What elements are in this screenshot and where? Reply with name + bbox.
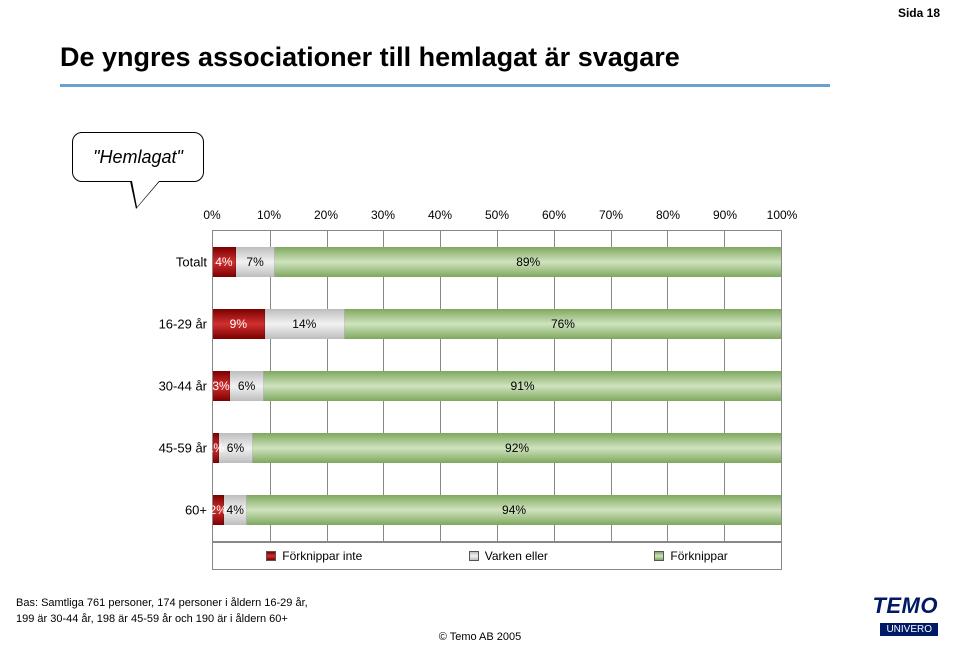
x-tick: 0% [203,208,220,222]
chart-row: 30-44 år3%6%91% [213,355,781,417]
logo-main: TEMO [872,593,938,619]
category-label: 60+ [139,503,207,518]
segment-value-label: 6% [238,379,255,393]
legend-item: Förknippar [654,549,727,563]
chart-legend: Förknippar inte Varken eller Förknippar [212,542,782,570]
segment-value-label: 7% [246,255,263,269]
bar-segment-varken_eller: 6% [230,371,264,401]
x-tick: 40% [428,208,452,222]
chart-plot: Totalt4%7%89%16-29 år9%14%76%30-44 år3%6… [212,230,782,542]
segment-value-label: 92% [505,441,529,455]
stacked-bar: 1%6%92% [213,433,781,463]
chart-row: 60+2%4%94% [213,479,781,541]
bar-segment-varken_eller: 14% [265,309,345,339]
bar-segment-forknippar: 92% [253,433,781,463]
x-tick: 80% [656,208,680,222]
stacked-bar: 2%4% 94% [213,495,781,525]
chart-row: Totalt4%7%89% [213,231,781,293]
segment-value-label: 3% [212,379,229,393]
chart-row: 45-59 år1%6%92% [213,417,781,479]
x-tick: 60% [542,208,566,222]
bar-segment-forknippar: 76% [345,309,781,339]
bar-segment-varken_eller: 4% [224,495,247,525]
legend-label: Förknippar inte [282,549,362,563]
legend-item: Varken eller [469,549,548,563]
x-tick: 100% [767,208,798,222]
title-underline [60,84,830,87]
bar-segment-forknippar_inte: 3% [213,371,230,401]
bar-segment-forknippar_inte: 9% [213,309,265,339]
footnote: Bas: Samtliga 761 personer, 174 personer… [16,596,308,627]
bar-segment-forknippar: 89% [275,247,781,277]
callout-text: "Hemlagat" [93,147,183,168]
copyright: © Temo AB 2005 [439,631,522,643]
bar-segment-forknippar: 94% [247,495,781,525]
segment-value-label: 2% [210,503,227,517]
category-label: 45-59 år [139,441,207,456]
page-title: De yngres associationer till hemlagat är… [60,42,680,73]
segment-value-label: 6% [227,441,244,455]
callout-bubble: "Hemlagat" [72,132,204,182]
segment-value-label: 4% [227,503,244,517]
bar-segment-forknippar_inte: 2% [213,495,224,525]
segment-value-label: 9% [230,317,247,331]
x-tick: 50% [485,208,509,222]
association-chart: 0%10%20%30%40%50%60%70%80%90%100% Totalt… [212,208,782,542]
footnote-line-2: 199 är 30-44 år, 198 är 45-59 år och 190… [16,612,308,627]
bar-segment-varken_eller: 7% [236,247,276,277]
segment-value-label: 1% [207,441,224,455]
x-tick: 90% [713,208,737,222]
x-tick: 30% [371,208,395,222]
stacked-bar: 3% 6% 91% [213,371,781,401]
legend-swatch [266,551,276,561]
category-label: 30-44 år [139,379,207,394]
segment-value-label: 14% [292,317,316,331]
x-tick: 20% [314,208,338,222]
legend-swatch [469,551,479,561]
x-axis: 0%10%20%30%40%50%60%70%80%90%100% [212,208,782,226]
category-label: 16-29 år [139,317,207,332]
legend-swatch [654,551,664,561]
stacked-bar: 9% 14% 76% [213,309,781,339]
x-tick: 10% [257,208,281,222]
page-number: Sida 18 [898,6,940,20]
stacked-bar: 4% 7% 89% [213,247,781,277]
category-label: Totalt [139,255,207,270]
bar-segment-forknippar: 91% [264,371,781,401]
legend-label: Förknippar [670,549,727,563]
chart-row: 16-29 år9%14%76% [213,293,781,355]
x-tick: 70% [599,208,623,222]
logo-sub: UNIVERO [880,623,938,636]
footnote-line-1: Bas: Samtliga 761 personer, 174 personer… [16,596,308,611]
segment-value-label: 94% [502,503,526,517]
legend-label: Varken eller [485,549,548,563]
bar-segment-forknippar_inte: 4% [213,247,236,277]
segment-value-label: 4% [215,255,232,269]
callout-tail [130,181,160,209]
segment-value-label: 91% [511,379,535,393]
logo: TEMO UNIVERO [872,593,938,637]
segment-value-label: 89% [516,255,540,269]
segment-value-label: 76% [551,317,575,331]
legend-item: Förknippar inte [266,549,362,563]
